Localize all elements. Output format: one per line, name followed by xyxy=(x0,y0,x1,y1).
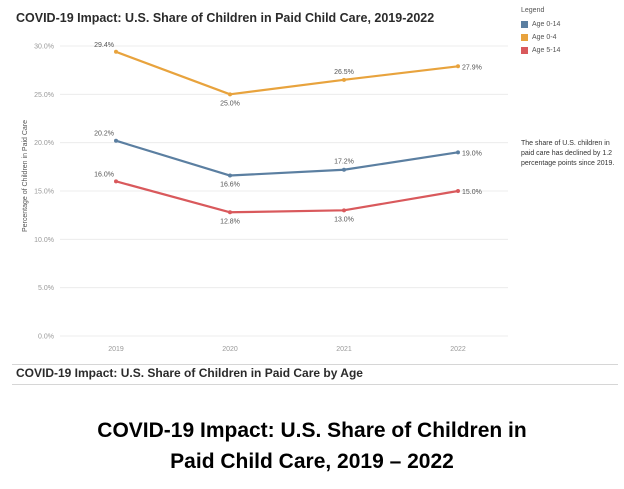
y-tick-label: 0.0% xyxy=(38,334,54,341)
legend-label: Age 0-4 xyxy=(532,34,557,41)
y-tick-label: 5.0% xyxy=(38,285,54,292)
caption: COVID-19 Impact: U.S. Share of Children … xyxy=(0,415,624,477)
legend-item: Age 0-4 xyxy=(521,31,560,44)
data-label: 16.6% xyxy=(220,182,240,189)
data-point xyxy=(114,49,118,54)
legend-swatch xyxy=(521,34,528,41)
data-label: 15.0% xyxy=(462,189,482,196)
caption-line-1: COVID-19 Impact: U.S. Share of Children … xyxy=(97,419,527,442)
legend-swatch xyxy=(521,47,528,54)
y-tick-label: 25.0% xyxy=(34,92,54,99)
legend-title: Legend xyxy=(521,7,545,14)
data-label: 27.9% xyxy=(462,64,482,71)
data-label: 13.0% xyxy=(334,216,354,223)
data-point xyxy=(456,150,460,155)
legend-swatch xyxy=(521,21,528,28)
chart-subtitle: COVID-19 Impact: U.S. Share of Children … xyxy=(16,366,363,380)
data-point xyxy=(456,189,460,193)
data-point xyxy=(228,210,232,215)
data-label: 19.0% xyxy=(462,150,482,157)
data-label: 17.2% xyxy=(334,159,354,166)
data-label: 26.5% xyxy=(334,69,354,76)
legend-item: Age 0-14 xyxy=(521,18,560,31)
data-point xyxy=(456,64,460,69)
line-chart: 0.0% 5.0% 10.0% 15.0% 20.0% 25.0% 30.0% 2019 202… xyxy=(22,42,508,353)
series-line xyxy=(115,50,459,96)
y-tick-label: 15.0% xyxy=(34,189,54,196)
data-point xyxy=(228,173,232,178)
legend-label: Age 0-14 xyxy=(532,21,561,28)
legend-label: Age 5-14 xyxy=(532,47,561,54)
x-tick-label: 2021 xyxy=(336,346,352,353)
y-axis-title: Percentage of Children in Paid Care xyxy=(22,120,29,232)
caption-line-2: Paid Child Care, 2019 – 2022 xyxy=(170,450,454,473)
data-label: 25.0% xyxy=(220,100,240,107)
data-label: 20.2% xyxy=(94,131,114,138)
data-label: 12.8% xyxy=(220,218,240,225)
data-point xyxy=(342,77,346,82)
x-tick-label: 2022 xyxy=(450,346,466,353)
y-tick-label: 20.0% xyxy=(34,140,54,147)
footer-divider xyxy=(12,364,618,385)
data-label: 29.4% xyxy=(94,42,114,49)
legend: Legend Age 0-14 Age 0-4 Age 5-14 xyxy=(521,7,560,57)
data-point xyxy=(342,167,346,172)
data-point xyxy=(228,92,232,97)
data-point xyxy=(114,138,118,143)
x-tick-label: 2019 xyxy=(108,346,124,353)
data-point xyxy=(342,208,346,213)
legend-item: Age 5-14 xyxy=(521,44,560,57)
data-label: 16.0% xyxy=(94,171,114,178)
y-tick-label: 30.0% xyxy=(34,44,54,51)
chart-title: COVID-19 Impact: U.S. Share of Children … xyxy=(16,11,435,25)
data-point xyxy=(114,179,118,184)
chart-annotation: The share of U.S. children in paid care … xyxy=(521,140,615,167)
x-tick-label: 2020 xyxy=(222,346,238,353)
series-line xyxy=(115,180,459,214)
y-tick-label: 10.0% xyxy=(34,237,54,244)
series-line xyxy=(115,139,459,177)
